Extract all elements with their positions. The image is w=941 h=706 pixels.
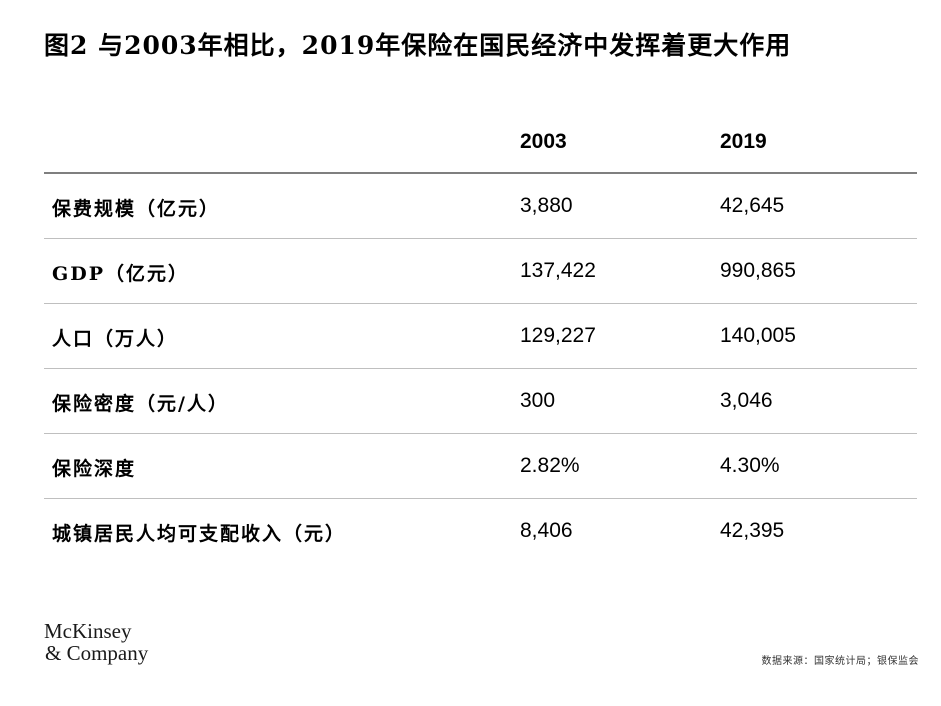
row-label: GDP（亿元） [52, 263, 189, 285]
table-row: 保险密度（元/人） 300 3,046 [44, 369, 917, 434]
column-header-2003: 2003 [520, 130, 567, 153]
value-2003: 8,406 [520, 519, 573, 542]
value-2019: 42,395 [720, 519, 785, 542]
table-row: 城镇居民人均可支配收入（元） 8,406 42,395 [44, 499, 917, 563]
source-note: 数据来源：国家统计局；银保监会 [761, 656, 919, 667]
row-label: 保险密度（元/人） [52, 393, 229, 415]
column-header-2019: 2019 [720, 130, 767, 153]
row-label: 人口（万人） [52, 328, 179, 350]
value-2019: 42,645 [720, 194, 785, 217]
table-row: 人口（万人） 129,227 140,005 [44, 304, 917, 369]
table-header: 2003 2019 [44, 120, 917, 174]
value-2019: 140,005 [720, 324, 796, 347]
value-2003: 3,880 [520, 194, 573, 217]
table-row: 保险深度 2.82% 4.30% [44, 434, 917, 499]
row-label: 保险深度 [52, 458, 137, 480]
mckinsey-logo: McKinsey & Company [44, 620, 148, 664]
value-2019: 4.30% [720, 454, 780, 477]
value-2003: 137,422 [520, 259, 596, 282]
row-label: 保费规模（亿元） [52, 198, 221, 220]
data-table: 2003 2019 保费规模（亿元） 3,880 42,645 GDP（亿元） … [44, 120, 917, 563]
value-2003: 129,227 [520, 324, 596, 347]
value-2003: 2.82% [520, 454, 580, 477]
logo-line-2: & Company [45, 641, 149, 665]
logo-line-1: McKinsey [44, 619, 132, 643]
row-label: 城镇居民人均可支配收入（元） [52, 523, 347, 545]
value-2019: 3,046 [720, 389, 773, 412]
value-2003: 300 [520, 389, 556, 412]
table-row: GDP（亿元） 137,422 990,865 [44, 239, 917, 304]
page-title: 图2 与2003年相比，2019年保险在国民经济中发挥着更大作用 [44, 31, 792, 60]
table-row: 保费规模（亿元） 3,880 42,645 [44, 174, 917, 239]
value-2019: 990,865 [720, 259, 796, 282]
